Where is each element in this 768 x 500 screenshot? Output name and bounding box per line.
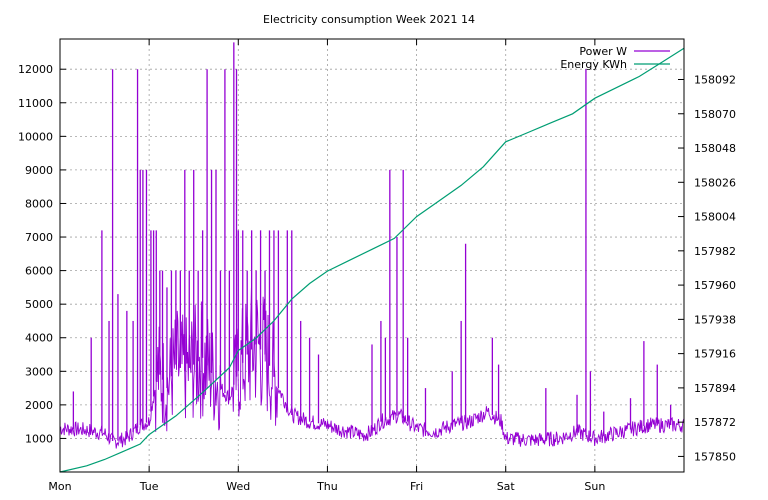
y-left-tick-label: 6000 (25, 265, 53, 278)
y-left-tick-label: 3000 (25, 365, 53, 378)
y-left-tick-label: 2000 (25, 399, 53, 412)
energy-series (59, 47, 685, 473)
y-right-tick-label: 157850 (694, 450, 736, 463)
legend-label-energy: Energy KWh (560, 58, 627, 71)
y-right-tick-label: 157938 (694, 313, 736, 326)
x-tick-label: Sat (497, 480, 516, 493)
y-left-tick-label: 10000 (18, 130, 53, 143)
right-y-axis: 157850 157872 157894 157916 157938 157960 1579… (678, 73, 736, 463)
legend-label-power: Power W (579, 45, 627, 58)
chart-title: Electricity consumption Week 2021 14 (263, 13, 475, 26)
y-right-tick-label: 157916 (694, 348, 736, 361)
y-left-tick-label: 1000 (25, 432, 53, 445)
x-tick-label: Fri (410, 480, 423, 493)
y-right-tick-label: 157960 (694, 279, 736, 292)
y-right-tick-label: 158048 (694, 142, 736, 155)
plot-frame (59, 38, 685, 473)
y-right-tick-label: 158026 (694, 176, 736, 189)
x-tick-label: Tue (139, 480, 159, 493)
legend-entry-energy: Energy KWh (560, 58, 670, 71)
y-right-tick-label: 158092 (694, 73, 736, 86)
legend: Power W Energy KWh (560, 45, 670, 71)
y-left-tick-label: 5000 (25, 298, 53, 311)
grid-layer (60, 39, 684, 472)
y-left-tick-label: 12000 (18, 63, 53, 76)
x-tick-label: Mon (48, 480, 71, 493)
legend-entry-power: Power W (579, 45, 670, 58)
x-tick-label: Wed (226, 480, 250, 493)
y-left-tick-label: 7000 (25, 231, 53, 244)
x-tick-label: Thu (316, 480, 338, 493)
y-right-tick-label: 158004 (694, 211, 736, 224)
y-left-tick-label: 8000 (25, 197, 53, 210)
y-left-tick-label: 4000 (25, 332, 53, 345)
y-right-tick-label: 157982 (694, 245, 736, 258)
y-right-tick-label: 157872 (694, 416, 736, 429)
y-right-tick-label: 157894 (694, 382, 736, 395)
x-axis: Mon Tue Wed Thu Fri Sat Sun (48, 39, 605, 493)
y-left-tick-label: 9000 (25, 164, 53, 177)
x-tick-label: Sun (584, 480, 605, 493)
energy-line (59, 47, 685, 473)
left-y-axis: 1000 2000 3000 4000 5000 6000 7000 8000 9000 1000… (18, 63, 66, 445)
y-right-tick-label: 158070 (694, 108, 736, 121)
power-series (59, 42, 685, 449)
y-left-tick-label: 11000 (18, 97, 53, 110)
